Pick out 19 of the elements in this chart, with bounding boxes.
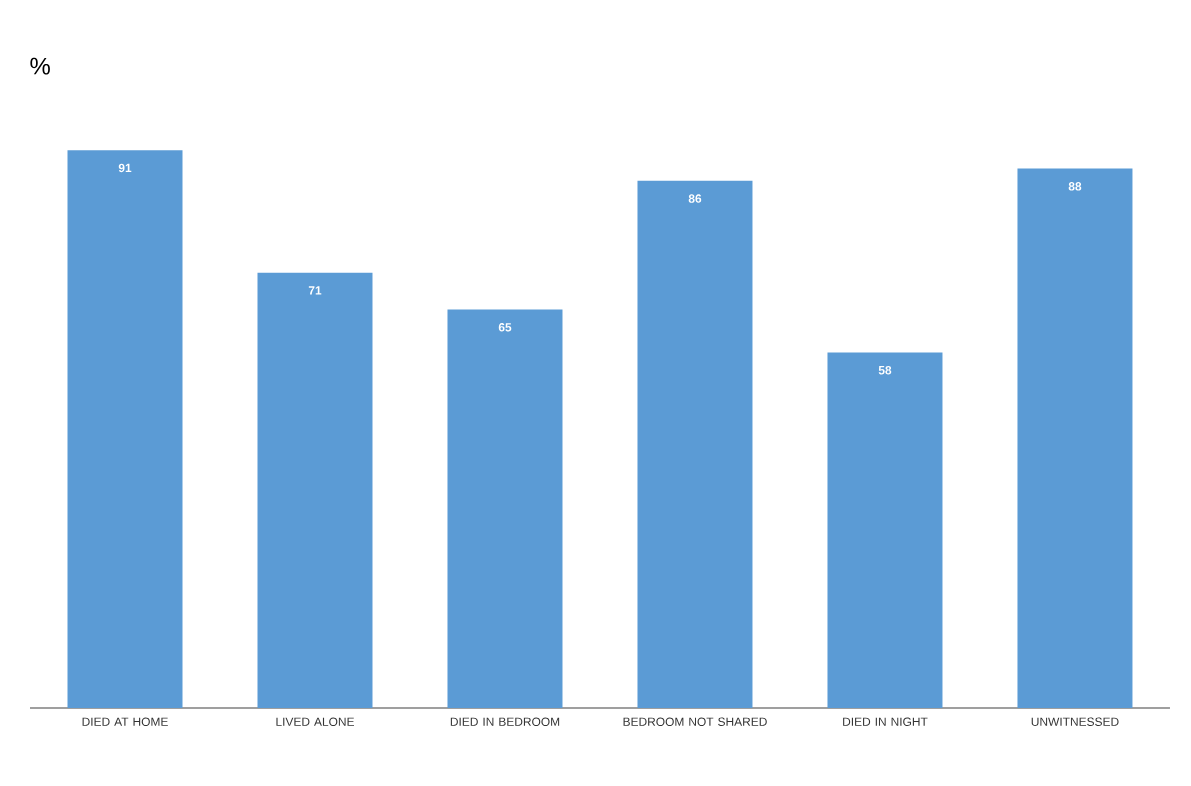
bar [1017,168,1133,708]
bar [67,150,183,708]
data-label: 91 [118,163,132,173]
data-label: 65 [498,323,512,332]
x-tick-label: DIED IN BEDROOM [450,717,560,726]
data-label: 88 [1068,182,1082,191]
y-axis-title: % [30,57,50,75]
data-label: 86 [688,194,702,203]
bar [257,272,373,708]
bar [637,180,753,708]
bar [827,352,943,708]
x-tick-label: DIED AT HOME [82,717,168,726]
bar [447,309,563,708]
x-tick-label: UNWITNESSED [1031,717,1119,726]
x-tick-label: DIED IN NIGHT [843,717,928,726]
x-tick-label: BEDROOM NOT SHARED [623,717,767,726]
data-label: 58 [878,366,892,375]
data-label: 71 [308,286,322,295]
x-tick-label: LIVED ALONE [276,717,354,726]
